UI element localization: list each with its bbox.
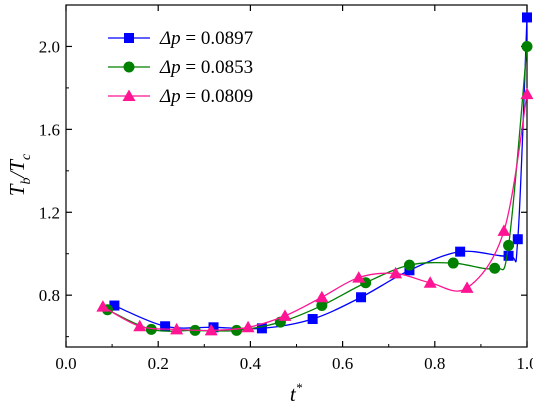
data-point (503, 250, 514, 261)
legend-label: Δp = 0.0853 (159, 57, 253, 78)
data-point (133, 319, 147, 332)
data-point (497, 224, 511, 236)
data-point (208, 322, 219, 333)
tick-labels: 0.0 0.2 0.4 0.6 0.8 1.0 0.8 1.2 1.6 2.0 (39, 37, 533, 373)
data-point (512, 234, 523, 245)
data-point (423, 276, 437, 288)
data-point (160, 321, 171, 332)
legend-label: Δp = 0.0809 (159, 86, 253, 107)
data-point (389, 266, 403, 279)
data-point (231, 324, 243, 336)
x-tick-label: 0.0 (55, 354, 76, 373)
series-layer (96, 12, 533, 336)
data-point (352, 271, 366, 283)
data-point (256, 323, 267, 334)
y-tick-label: 0.8 (39, 286, 60, 305)
y-tick-label: 1.6 (39, 120, 60, 139)
legend-marker (122, 89, 136, 101)
legend: Δp = 0.0897 Δp = 0.0853 Δp = 0.0809 (108, 28, 253, 107)
series-triangle (96, 87, 533, 336)
legend-marker (124, 33, 134, 43)
y-tick-label: 1.2 (39, 203, 60, 222)
y-axis-label: Tb/Tc (5, 153, 34, 196)
legend-marker (123, 61, 135, 73)
data-point (521, 40, 533, 52)
data-point (96, 300, 110, 312)
x-tick-label: 1.0 (516, 354, 533, 373)
x-tick-label: 0.2 (148, 354, 169, 373)
x-tick-label: 0.8 (424, 354, 445, 373)
data-point (278, 309, 292, 321)
legend-label: Δp = 0.0897 (159, 28, 253, 49)
data-point (109, 300, 120, 311)
data-point (522, 12, 532, 23)
data-point (145, 323, 157, 335)
data-point (403, 259, 415, 271)
data-point (356, 292, 367, 303)
data-point (204, 323, 218, 336)
x-tick-label: 0.6 (332, 354, 353, 373)
data-point (447, 257, 459, 269)
data-point (503, 239, 515, 251)
data-point (241, 320, 255, 333)
data-point (170, 322, 184, 335)
data-point (315, 290, 329, 303)
data-point (455, 246, 466, 257)
x-axis-label: t* (290, 380, 303, 406)
x-tick-label: 0.4 (240, 354, 262, 373)
data-point (307, 314, 318, 325)
data-point (520, 87, 533, 100)
y-tick-label: 2.0 (39, 37, 60, 56)
plot-frame (65, 4, 528, 348)
data-point (489, 262, 501, 274)
data-point (316, 300, 328, 312)
data-point (460, 281, 474, 293)
axis-ticks (65, 4, 528, 347)
series-line (102, 94, 528, 332)
